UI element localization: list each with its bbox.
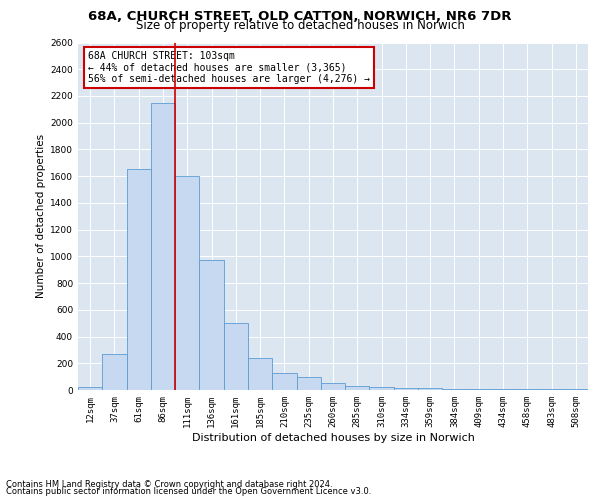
- Bar: [394, 388, 418, 390]
- Bar: [102, 354, 127, 390]
- Bar: [321, 384, 345, 390]
- Text: Size of property relative to detached houses in Norwich: Size of property relative to detached ho…: [136, 19, 464, 32]
- Bar: [151, 102, 175, 390]
- Bar: [296, 376, 321, 390]
- Bar: [442, 388, 467, 390]
- Bar: [175, 176, 199, 390]
- Bar: [418, 388, 442, 390]
- Bar: [248, 358, 272, 390]
- Bar: [272, 374, 296, 390]
- Text: 68A, CHURCH STREET, OLD CATTON, NORWICH, NR6 7DR: 68A, CHURCH STREET, OLD CATTON, NORWICH,…: [88, 10, 512, 23]
- Text: Contains HM Land Registry data © Crown copyright and database right 2024.: Contains HM Land Registry data © Crown c…: [6, 480, 332, 489]
- Bar: [345, 386, 370, 390]
- Bar: [224, 323, 248, 390]
- Y-axis label: Number of detached properties: Number of detached properties: [36, 134, 46, 298]
- Text: 68A CHURCH STREET: 103sqm
← 44% of detached houses are smaller (3,365)
56% of se: 68A CHURCH STREET: 103sqm ← 44% of detac…: [88, 51, 370, 84]
- Bar: [467, 389, 491, 390]
- Bar: [78, 386, 102, 390]
- Text: Contains public sector information licensed under the Open Government Licence v3: Contains public sector information licen…: [6, 487, 371, 496]
- Bar: [370, 388, 394, 390]
- Bar: [539, 389, 564, 390]
- Bar: [491, 389, 515, 390]
- Bar: [199, 260, 224, 390]
- Bar: [127, 170, 151, 390]
- X-axis label: Distribution of detached houses by size in Norwich: Distribution of detached houses by size …: [191, 432, 475, 442]
